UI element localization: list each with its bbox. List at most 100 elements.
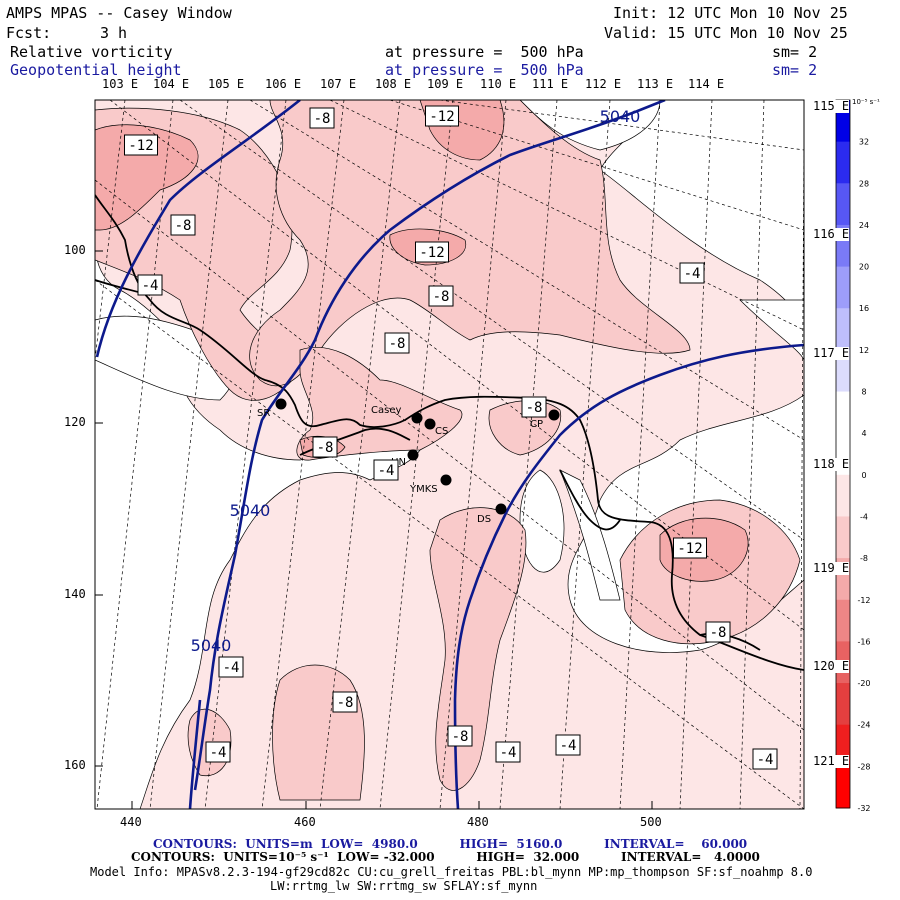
vorticity-contour-label: -8: [317, 440, 334, 456]
station-marker-casey: [411, 412, 423, 424]
vorticity-contour-label: -8: [314, 111, 331, 127]
vorticity-label-box: [679, 262, 705, 284]
longitude-right-label: 119 E: [813, 561, 850, 575]
vorticity-contour-label: -4: [223, 660, 240, 676]
vorticity-contour-label: -4: [210, 745, 227, 761]
field1-level: at pressure = 500 hPa: [385, 43, 584, 61]
vorticity-contour-label: -4: [684, 266, 701, 282]
station-label-sr: SR: [257, 408, 270, 419]
colorbar-label: 0: [861, 471, 866, 480]
y-tick-label: 100: [64, 243, 86, 257]
colorbar: 32 28 24 20 16 12 8 4 0 -4 -8 -12 -16 -20 -24 -28 -32 10⁻…: [835, 98, 880, 813]
vorticity-label-box: [705, 621, 731, 643]
colorbar-segment: [836, 183, 850, 226]
height-contour-label: 5040: [600, 107, 641, 126]
longitude-top-label: 108 E: [375, 77, 412, 91]
vorticity-label-box: [170, 214, 196, 236]
vorticity-label-box: [205, 741, 231, 763]
vorticity-contour-label: -8: [175, 218, 192, 234]
colorbar-segment: [836, 308, 850, 351]
colorbar-label: -12: [857, 596, 870, 605]
height-contour-5040-north: [95, 100, 301, 358]
y-tick-label: 140: [64, 587, 86, 601]
longitude-top-label: 114 E: [688, 77, 725, 91]
vorticity-label-box: [137, 274, 163, 296]
height-contours: [95, 100, 804, 809]
vorticity-contour-label: -12: [429, 109, 454, 125]
vorticity-contour-label: -12: [419, 245, 444, 261]
vorticity-labels-layer: -8 -12 -12 -8 -12 -4 -4 -8 -8 -8 -8 -4 -12 -8 -4 -8 -8 -4…: [124, 105, 778, 770]
vorticity-label-box: [415, 241, 449, 263]
vorticity-contour-label: -4: [142, 278, 159, 294]
longitude-right-label: 115 E: [813, 99, 850, 113]
field1-name: Relative vorticity: [10, 43, 173, 61]
longitude-top-label: 109 E: [427, 77, 464, 91]
colorbar-label: -20: [857, 679, 870, 688]
colorbar-segment: [836, 349, 850, 393]
vorticity-contour-label: -4: [757, 752, 774, 768]
vorticity-contour-label: -8: [337, 695, 354, 711]
valid-time: Valid: 15 UTC Mon 10 Nov 25: [604, 24, 848, 42]
colorbar-label: 8: [861, 388, 866, 397]
vorticity-label-box: [752, 748, 778, 770]
station-marker-ymks: [440, 474, 452, 486]
colorbar-label: 20: [859, 263, 869, 272]
vorticity-label-box: [218, 656, 244, 678]
vorticity-label-box: [373, 459, 399, 481]
x-tick-label: 440: [120, 815, 142, 829]
colorbar-label: -8: [860, 554, 868, 563]
vorticity-contour-info: CONTOURS: UNITS=10⁻⁵ s⁻¹ LOW= -32.000 HI…: [131, 850, 760, 864]
colorbar-label: 16: [859, 304, 869, 313]
height-contour-info: CONTOURS: UNITS=m LOW= 4980.0 HIGH= 5160…: [153, 837, 748, 851]
longitude-top-label: 112 E: [585, 77, 622, 91]
vorticity-contour-label: -8: [452, 729, 469, 745]
vorticity-label-box: [447, 725, 473, 747]
plot-frame: [94, 99, 805, 810]
colorbar-segment: [836, 599, 850, 642]
colorbar-segment: [836, 683, 850, 726]
colorbar-label: 24: [859, 221, 869, 230]
forecast-value: 3 h: [100, 24, 128, 42]
longitude-top-label: 106 E: [265, 77, 302, 91]
longitude-top-label: 103 E: [102, 77, 139, 91]
longitude-right-label: 116 E: [813, 227, 850, 241]
vorticity-contour-label: -4: [378, 463, 395, 479]
vorticity-label-box: [673, 537, 707, 559]
vorticity-contour-label: -4: [560, 738, 577, 754]
colorbar-segment: [836, 516, 850, 559]
colorbar-segment: [836, 474, 850, 517]
vorticity-shading: [95, 100, 804, 809]
vorticity-label-box: [312, 436, 338, 458]
vorticity-label-box: [495, 741, 521, 763]
colorbar-label: -4: [860, 512, 868, 521]
colorbar-label: -32: [857, 804, 870, 813]
vorticity-label-box: [555, 734, 581, 756]
height-contour-5040-east: [453, 343, 804, 809]
vorticity-contour-label: -8: [433, 289, 450, 305]
x-tick-label: 480: [467, 815, 489, 829]
station-label-cs: CS: [435, 426, 448, 437]
longitude-right-label: 117 E: [813, 346, 850, 360]
station-label-cp: CP: [530, 419, 543, 430]
field2-name: Geopotential height: [10, 61, 182, 79]
longitude-top-label: 104 E: [153, 77, 190, 91]
colorbar-label: 4: [861, 429, 866, 438]
longitude-right-label: 120 E: [813, 659, 850, 673]
axis-ticks: [95, 250, 653, 809]
station-label-casey: Casey: [371, 405, 401, 416]
height-contour-5040-mid: [193, 100, 666, 791]
colorbar-label: 28: [859, 179, 869, 188]
station-marker-sr: [275, 398, 287, 410]
vorticity-label-box: [332, 691, 358, 713]
station-label-ds: DS: [477, 514, 491, 525]
station-marker-cs: [424, 418, 436, 430]
station-label-ymks: YMKS: [409, 484, 438, 495]
x-tick-label: 460: [294, 815, 316, 829]
colorbar-label: -28: [857, 762, 870, 771]
height-contour-label: 5040: [191, 636, 232, 655]
vorticity-label-box: [309, 107, 335, 129]
field2-level: at pressure = 500 hPa: [385, 61, 584, 79]
x-tick-label: 500: [640, 815, 662, 829]
map-title: AMPS MPAS -- Casey Window: [6, 4, 232, 22]
